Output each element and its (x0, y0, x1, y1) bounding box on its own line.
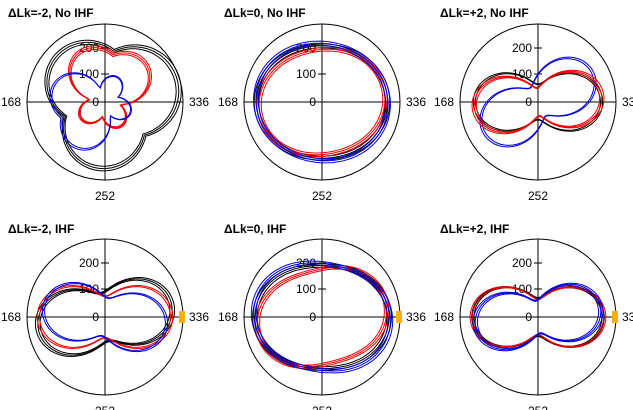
panel-6-rlabel-0: 200 (512, 256, 532, 270)
panel-3-angle-label-left: 168 (434, 95, 454, 109)
panel-2-series-black-trace-3 (253, 43, 391, 161)
panel-1-series-red-trace-2 (69, 47, 151, 129)
panel-1-angle-label-left: 168 (1, 95, 21, 109)
panel-4-rlabel-0: 200 (79, 256, 99, 270)
panel-1-series-blue-trace-2 (49, 72, 133, 151)
panel-5-series-red-trace-2 (256, 266, 388, 368)
panel-5-angle-label-bottom: 252 (312, 404, 332, 410)
panel-4-angle-label-right: 336 (189, 310, 209, 324)
panel-1-angle-label-right: 336 (189, 95, 209, 109)
panel-2-angle-label-bottom: 252 (312, 189, 332, 203)
panel-2-series-blue-trace-3 (253, 40, 391, 164)
panel-4-rlabel-2: 0 (92, 310, 99, 324)
panel-1-series-red-trace-3 (67, 45, 153, 130)
panel-5-series-blue-trace-2 (253, 262, 391, 372)
panel-4-series-black-trace-1 (39, 279, 171, 355)
panel-3-series-blue-trace-1 (481, 58, 595, 146)
panel-4-angle-label-left: 168 (1, 310, 21, 324)
panel-6-ihf-marker (612, 311, 618, 323)
panel-4-angle-label-bottom: 252 (95, 404, 115, 410)
panel-1-rlabel-2: 0 (92, 95, 99, 109)
panel-3-angle-label-right: 336 (622, 95, 633, 109)
panel-2-series-blue-trace-2 (255, 42, 389, 162)
panel-2-title: ΔLk=0, No IHF (224, 6, 306, 20)
panel-1-series-black-trace-3 (44, 39, 182, 172)
panel-3-series-red-trace-3 (471, 69, 605, 135)
panel-4-series-blue-trace-1 (44, 283, 166, 351)
panel-6-series-red-trace-1 (471, 287, 605, 347)
panel-5-series-blue-trace-3 (250, 260, 394, 374)
panel-2-angle-label-left: 168 (218, 95, 238, 109)
panel-5-series-red-trace-1 (259, 268, 385, 366)
panel-6-series-red-trace-2 (469, 286, 607, 348)
panel-3-series-blue-trace-2 (479, 56, 597, 148)
panel-5-series-red-trace-3 (254, 264, 390, 370)
panel-5-angle-label-left: 168 (218, 310, 238, 324)
panel-3-angle-label-bottom: 252 (528, 189, 548, 203)
panel-5-series-black-trace-2 (254, 265, 390, 369)
panel-6-rlabel-2: 0 (525, 310, 532, 324)
panel-6-series-blue-trace-3 (472, 282, 604, 352)
panel-2-rlabel-1: 100 (296, 67, 316, 81)
panel-4-series-red-trace-2 (36, 284, 174, 350)
panel-2-series-red-trace-2 (258, 48, 386, 156)
panel-5-ihf-marker (396, 311, 402, 323)
panel-2-series-red-trace-3 (256, 46, 388, 158)
panel-6-title: ΔLk=+2, IHF (440, 222, 509, 236)
panel-4-title: ΔLk=-2, IHF (8, 222, 74, 236)
panel-2-series-red-trace-1 (260, 50, 384, 154)
panel-6-angle-label-left: 168 (434, 310, 454, 324)
panel-1-series-black-trace-2 (46, 41, 180, 170)
panel-4-series-red-trace-1 (38, 286, 172, 348)
panel-5-series-blue-trace-1 (255, 264, 389, 370)
panel-5-rlabel-1: 100 (296, 282, 316, 296)
panel-5-angle-label-right: 336 (406, 310, 426, 324)
panel-1-rlabel-1: 100 (79, 67, 99, 81)
panel-5-title: ΔLk=0, IHF (224, 222, 286, 236)
panel-2-rlabel-2: 0 (309, 95, 316, 109)
panel-4-ihf-marker (179, 311, 185, 323)
panel-5-rlabel-2: 0 (309, 310, 316, 324)
panel-2-series-blue-trace-1 (257, 44, 387, 160)
panel-3-rlabel-2: 0 (525, 95, 532, 109)
panel-6-angle-label-bottom: 252 (528, 404, 548, 410)
panel-1-series-black-trace-1 (48, 44, 177, 167)
panel-4-series-black-trace-2 (37, 278, 173, 356)
panel-4-series-black-trace-3 (34, 276, 176, 358)
panel-4-series-blue-trace-2 (41, 281, 169, 353)
panel-1-series-red-trace-1 (70, 48, 149, 128)
panel-3-title: ΔLk=+2, No IHF (440, 6, 529, 20)
panel-1-title: ΔLk=-2, No IHF (8, 6, 94, 20)
panel-1-angle-label-bottom: 252 (95, 189, 115, 203)
panel-3-rlabel-0: 200 (512, 41, 532, 55)
panel-2-angle-label-right: 336 (406, 95, 426, 109)
panel-6-angle-label-right: 336 (622, 310, 633, 324)
